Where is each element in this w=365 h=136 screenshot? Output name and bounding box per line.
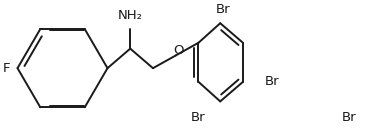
Text: Br: Br [265, 75, 279, 88]
Text: Br: Br [191, 111, 206, 123]
Text: F: F [3, 62, 11, 75]
Text: Br: Br [342, 111, 356, 123]
Text: O: O [173, 44, 184, 57]
Text: Br: Br [216, 3, 231, 16]
Text: NH₂: NH₂ [118, 9, 143, 22]
